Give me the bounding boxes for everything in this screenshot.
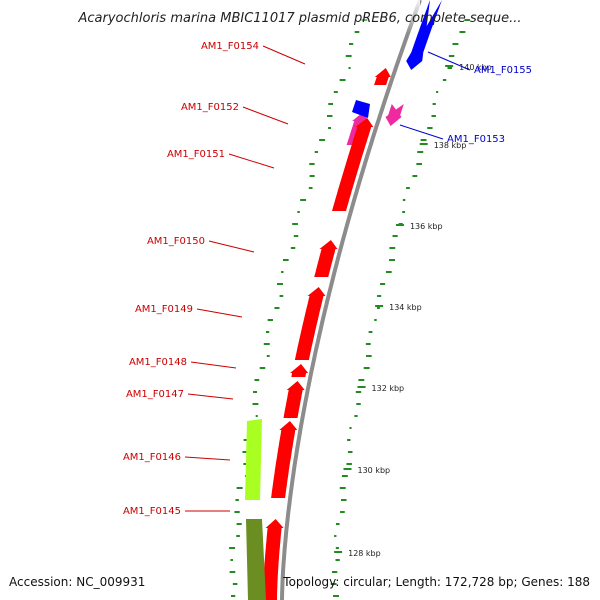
label-leader-line [190, 361, 237, 369]
feature-olive-block[interactable] [246, 519, 266, 600]
gene-arrow-am1_f0149[interactable] [294, 287, 326, 360]
gene-label-am1_f0152[interactable]: AM1_F0152 [181, 102, 239, 113]
accession-label: Accession: NC_009931 [9, 575, 145, 589]
label-leader-line [262, 45, 306, 65]
gene-label-am1_f0147[interactable]: AM1_F0147 [126, 389, 184, 400]
gene-label-am1_f0153[interactable]: AM1_F0153 [447, 134, 505, 145]
gene-arrow-am1_f0150[interactable] [314, 240, 338, 277]
scale-tick-label: 136 kbp [410, 222, 443, 231]
label-leader-line [242, 106, 289, 125]
fade-overlay [360, 0, 420, 34]
gene-arrow-am1_f0146[interactable] [271, 421, 298, 498]
label-leader-line [196, 308, 243, 318]
label-leader-line [228, 153, 275, 169]
gene-arrow-am1_f0153[interactable] [385, 104, 404, 126]
gc-skew-track [229, 19, 470, 597]
gene-arrow-am1_f0154[interactable] [374, 68, 391, 85]
scale-ticks: 140 kbp 138 kbp 136 kbp 134 kbp 132 kbp 130 k… [334, 63, 492, 558]
backbone-ring [280, 0, 422, 600]
gene-label-am1_f0154[interactable]: AM1_F0154 [201, 41, 259, 52]
label-leader-line [427, 51, 471, 71]
gene-label-am1_f0148[interactable]: AM1_F0148 [129, 357, 187, 368]
gene-arrow-am1_f0148[interactable] [290, 364, 309, 377]
map-title: Acaryochloris marina MBIC11017 plasmid p… [78, 11, 522, 26]
gene-arrow-am1_f0145[interactable] [263, 519, 284, 600]
scale-tick-label: 128 kbp [348, 549, 381, 558]
gene-label-am1_f0150[interactable]: AM1_F0150 [147, 236, 205, 247]
scale-tick-label: 138 kbp [434, 141, 467, 150]
scale-tick-label: 134 kbp [389, 303, 422, 312]
gene-label-am1_f0145[interactable]: AM1_F0145 [123, 506, 181, 517]
gene-arrow-small-reverse[interactable] [352, 100, 370, 118]
gene-arrow-am1_f0151[interactable] [332, 118, 374, 211]
gene-label-am1_f0155[interactable]: AM1_F0155 [474, 65, 532, 76]
summary-label: Topology: circular; Length: 172,728 bp; … [282, 575, 590, 589]
gene-arrow-am1_f0155[interactable] [406, 0, 442, 70]
scale-tick-label: 132 kbp [372, 384, 405, 393]
label-leader-line [187, 393, 234, 400]
gene-label-am1_f0151[interactable]: AM1_F0151 [167, 149, 225, 160]
scale-tick-label: 130 kbp [358, 466, 391, 475]
gene-arrow-am1_f0147[interactable] [283, 381, 305, 418]
scale-tick-label: 140 kbp [459, 63, 492, 72]
label-leader-line [399, 124, 444, 140]
gene-label-am1_f0149[interactable]: AM1_F0149 [135, 304, 193, 315]
gene-label-am1_f0146[interactable]: AM1_F0146 [123, 452, 181, 463]
label-leader-line [184, 456, 231, 461]
label-leader-line [208, 240, 255, 253]
feature-track [245, 0, 442, 600]
feature-lime-block[interactable] [245, 419, 262, 500]
gene-labels: AM1_F0155 AM1_F0154 AM1_F0153 AM1_F0152 AM1_… [123, 41, 532, 517]
